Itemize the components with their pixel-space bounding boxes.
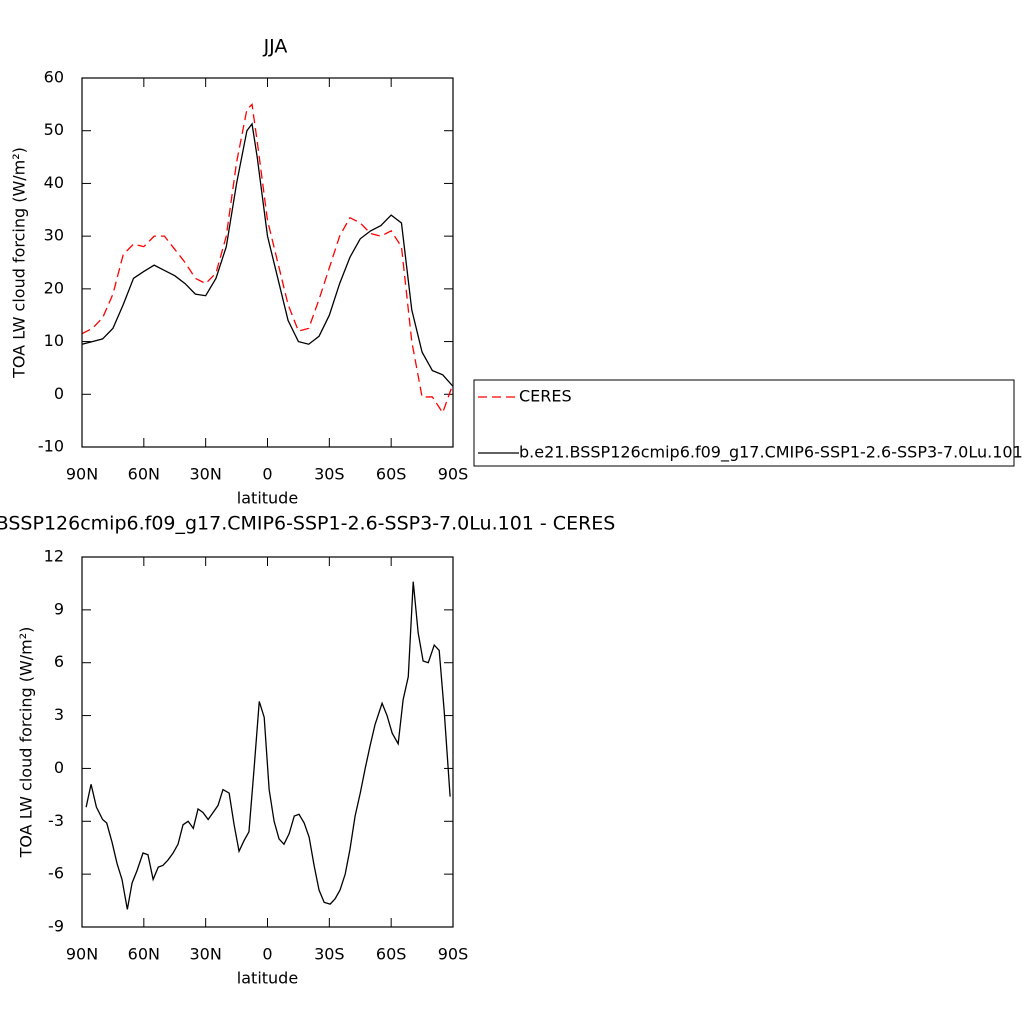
- y-axis-label: TOA LW cloud forcing (W/m²): [17, 627, 36, 859]
- y-tick-label: 3: [54, 705, 64, 724]
- legend-box: [473, 379, 1015, 467]
- x-tick-label: 0: [262, 465, 272, 484]
- legend-label: CERES: [519, 387, 572, 406]
- y-tick-label: 20: [44, 278, 64, 297]
- x-axis-label: latitude: [237, 489, 298, 508]
- y-tick-label: -3: [48, 811, 64, 830]
- y-tick-label: 12: [44, 547, 64, 566]
- x-tick-label: 30N: [190, 945, 222, 964]
- x-tick-label: 90N: [66, 465, 98, 484]
- x-tick-label: 90S: [438, 465, 469, 484]
- data-line: [81, 122, 454, 387]
- y-tick-label: 6: [54, 652, 64, 671]
- plot-frame: [81, 77, 454, 448]
- y-tick-label: -6: [48, 864, 64, 883]
- legend-label: b.e21.BSSP126cmip6.f09_g17.CMIP6-SSP1-2.…: [519, 443, 1023, 463]
- y-tick-label: 0: [54, 758, 64, 777]
- y-tick-label: 50: [44, 120, 64, 139]
- x-tick-label: 60S: [376, 465, 407, 484]
- x-tick-label: 30N: [190, 465, 222, 484]
- y-tick-label: 9: [54, 599, 64, 618]
- y-tick-label: -10: [38, 437, 64, 456]
- data-line: [85, 581, 451, 910]
- chart-title: b.e21.BSSP126cmip6.f09_g17.CMIP6-SSP1-2.…: [0, 513, 615, 535]
- x-axis-label: latitude: [237, 969, 298, 988]
- x-tick-label: 0: [262, 945, 272, 964]
- y-tick-label: 60: [44, 68, 64, 87]
- data-line: [81, 102, 454, 415]
- y-tick-label: 10: [44, 331, 64, 350]
- y-tick-label: 0: [54, 384, 64, 403]
- x-tick-label: 60S: [376, 945, 407, 964]
- x-tick-label: 30S: [314, 465, 345, 484]
- y-tick-label: 40: [44, 173, 64, 192]
- y-tick-label: -9: [48, 917, 64, 936]
- y-tick-label: 30: [44, 226, 64, 245]
- x-tick-label: 30S: [314, 945, 345, 964]
- plot-frame: [81, 556, 454, 928]
- x-tick-label: 90N: [66, 945, 98, 964]
- x-tick-label: 60N: [128, 465, 160, 484]
- x-tick-label: 90S: [438, 945, 469, 964]
- y-axis-label: TOA LW cloud forcing (W/m²): [10, 147, 29, 379]
- chart-title: JJA: [263, 36, 288, 58]
- x-tick-label: 60N: [128, 945, 160, 964]
